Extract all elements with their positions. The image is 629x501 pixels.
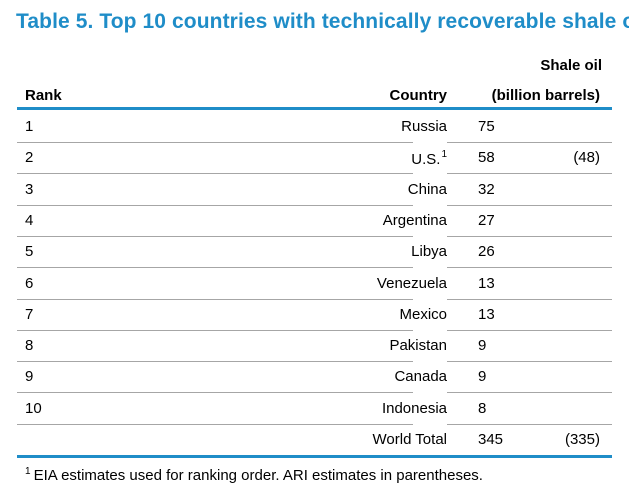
country-name: Canada [394,368,447,386]
country-name: Argentina [382,211,447,229]
rank-cell: 6 [25,274,34,292]
table-row: 7 Mexico 13 [17,300,612,331]
row-divider [17,298,413,300]
table-bottom-rule [17,455,612,458]
row-divider [17,361,413,363]
row-divider [17,329,413,331]
row-divider [447,423,612,425]
table-row: 5 Libya 26 [17,237,612,269]
footnote-marker: 1 [25,466,31,477]
row-divider [17,142,413,143]
table-top-rule [17,107,612,110]
country-name: Libya [411,243,447,261]
row-divider [17,392,413,394]
country-name: China [407,180,447,198]
footnote-text: EIA estimates used for ranking order. AR… [33,467,483,484]
rank-cell: 7 [25,305,34,323]
rank-cell: 9 [25,368,34,386]
country-name: Venezuela [376,274,447,292]
country-cell: Venezuela [377,275,447,292]
total-label: World Total [372,431,447,448]
row-divider [447,267,612,269]
shale-oil-value: 75 [478,118,495,135]
total-row: World Total 345 (335) [17,425,612,456]
header-shale-oil: Shale oil [540,57,602,74]
shale-oil-value: 13 [478,305,495,323]
shale-oil-value: 9 [478,337,487,355]
row-divider [17,423,413,425]
country-cell: U.S.1 [411,149,447,168]
row-divider [447,361,612,363]
shale-oil-value: 27 [478,211,495,229]
country-cell: Russia [401,118,447,135]
header-units: (billion barrels) [491,87,600,104]
rank-cell: 5 [25,243,34,261]
total-ari-estimate: (335) [564,431,600,448]
table-row: 4 Argentina 27 [17,206,612,237]
row-divider [447,329,612,331]
row-divider [447,204,612,206]
row-divider [447,298,612,300]
country-cell: Indonesia [382,400,447,417]
country-cell: Libya [411,243,447,260]
table-row: 3 China 32 [17,175,612,206]
rank-cell: 3 [25,180,34,198]
footnote-reference: 1 [441,149,447,161]
row-divider [447,235,612,237]
rank-cell: 8 [25,337,34,355]
shale-oil-value: 32 [478,180,495,198]
country-cell: Argentina [383,212,447,229]
header-country: Country [389,87,448,104]
country-name: Russia [401,118,447,135]
table-title: Table 5. Top 10 countries with technical… [16,10,629,33]
table-row: 1 Russia 75 [17,112,612,143]
row-divider [447,173,612,175]
country-name: U.S. [411,151,441,169]
row-divider [17,267,413,269]
shale-oil-value: 8 [478,399,487,417]
footnote: 1 EIA estimates used for ranking order. A… [25,466,483,484]
country-name: Pakistan [389,337,447,355]
rank-cell: 10 [25,399,42,417]
country-cell: China [408,181,447,198]
table-row: 8 Pakistan 9 [17,331,612,363]
country-cell: Pakistan [389,337,447,354]
shale-oil-value: 58 [478,149,495,167]
row-divider [17,204,413,206]
country-cell: Canada [394,368,447,385]
table-row: 10 Indonesia 8 [17,394,612,425]
table-row: 9 Canada 9 [17,362,612,394]
ari-estimate: (48) [573,149,600,167]
rank-cell: 2 [25,149,34,167]
row-divider [17,235,413,237]
table-row: 6 Venezuela 13 [17,269,612,300]
row-divider [17,173,413,175]
total-value: 345 [478,431,504,448]
row-divider [447,142,612,143]
country-cell: Mexico [399,306,447,323]
table-row: 2 U.S.1 58 (48) [17,143,612,175]
shale-oil-value: 13 [478,274,495,292]
row-divider [447,392,612,394]
header-rank: Rank [25,87,62,104]
rank-cell: 4 [25,211,34,229]
shale-oil-value: 9 [478,368,487,386]
country-name: Indonesia [381,399,447,417]
shale-oil-value: 26 [478,243,495,261]
country-name: Mexico [399,305,447,323]
rank-cell: 1 [25,118,34,135]
